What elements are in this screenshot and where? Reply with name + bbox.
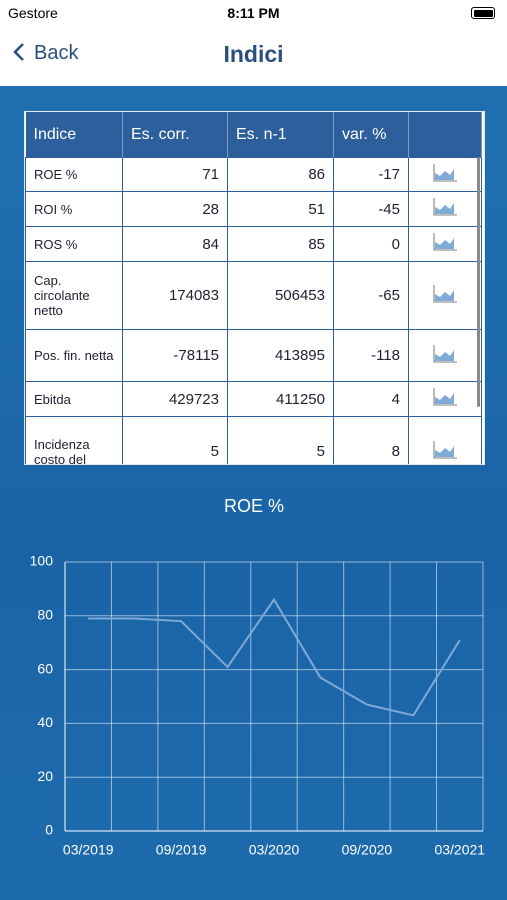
column-header — [408, 112, 482, 158]
column-header: Es. corr. — [122, 112, 228, 158]
y-tick-label: 80 — [37, 607, 53, 623]
cell: 0 — [333, 226, 409, 262]
chart-icon — [433, 163, 457, 181]
column-header: Indice — [25, 112, 123, 158]
cell: 84 — [122, 226, 228, 262]
y-tick-label: 60 — [37, 660, 53, 676]
nav-title: Indici — [223, 41, 284, 67]
table-container: Indice Es. corr. Es. n-1 var. % ROE % 71 86 -1… — [24, 111, 485, 465]
cell: 174083 — [122, 261, 228, 330]
chart-icon — [433, 233, 457, 251]
cell: 411250 — [227, 381, 334, 417]
back-chevron — [13, 43, 24, 61]
y-tick-label: 100 — [30, 553, 54, 569]
chart-button[interactable] — [408, 157, 482, 192]
chart-button[interactable] — [408, 329, 482, 382]
cell: 51 — [227, 191, 334, 227]
chart-icon — [433, 284, 457, 302]
header-row: Indice Es. corr. Es. n-1 var. % — [25, 112, 482, 158]
cell: 28 — [122, 191, 228, 227]
y-tick-label: 40 — [37, 714, 53, 730]
chart: ROE % 0 20 40 60 80 100 03/2019 09/2019 03/2020 0… — [30, 496, 486, 858]
back-button[interactable]: Back — [12, 42, 78, 65]
table-row: Ebitda 429723 411250 4 — [25, 381, 482, 417]
line — [88, 597, 461, 717]
cell: -65 — [333, 261, 409, 330]
status-bar: Gestore 8:11 PM — [0, 0, 507, 26]
x-tick-label: 03/2019 — [63, 842, 114, 858]
column-header: var. % — [333, 112, 409, 158]
chart-button[interactable] — [408, 226, 482, 262]
time: 8:11 PM — [227, 5, 280, 21]
column-header: Es. n-1 — [227, 112, 334, 158]
scrollbar — [477, 157, 480, 407]
y-tick-label: 20 — [37, 768, 53, 784]
y-tick-label: 0 — [45, 822, 53, 838]
chart-button[interactable] — [408, 261, 482, 330]
cell: 71 — [122, 157, 228, 192]
x-tick-label: 03/2021 — [434, 842, 485, 858]
cell: 5 — [122, 416, 228, 464]
x-tick-label: 09/2020 — [342, 842, 393, 858]
chart-icon — [433, 388, 457, 406]
cell: -17 — [333, 157, 409, 192]
chart-icon — [433, 344, 457, 362]
chart-button[interactable] — [408, 416, 482, 464]
row-label: ROS % — [25, 226, 123, 262]
row-label: Pos. fin. netta — [25, 329, 123, 382]
cell: -78115 — [122, 329, 228, 382]
x-tick-label: 03/2020 — [249, 842, 300, 858]
battery — [471, 7, 495, 19]
table: Indice Es. corr. Es. n-1 var. % ROE % 71 86 -1… — [25, 112, 482, 464]
cell: 85 — [227, 226, 334, 262]
row-label: ROI % — [25, 191, 123, 227]
table-row: ROI % 28 51 -45 — [25, 191, 482, 227]
chart-title: ROE % — [224, 496, 284, 516]
chart-button[interactable] — [408, 381, 482, 417]
chart-icon — [433, 198, 457, 216]
cell: 86 — [227, 157, 334, 192]
table-row: Pos. fin. netta -78115 413895 -118 — [25, 329, 482, 382]
nav-bar: Back Indici — [0, 26, 507, 86]
cell: 4 — [333, 381, 409, 417]
row-label: Cap. circolante netto — [25, 261, 123, 330]
back-label: Back — [34, 42, 79, 64]
cell: -118 — [333, 329, 409, 382]
table-row: Cap. circolante netto 174083 506453 -65 — [25, 261, 482, 330]
row-label: Incidenza costo del — [25, 416, 123, 464]
cell: 5 — [227, 416, 334, 464]
cell: 8 — [333, 416, 409, 464]
cell: 429723 — [122, 381, 228, 417]
cell: 413895 — [227, 329, 334, 382]
table-row: Incidenza costo del 5 5 8 — [25, 416, 482, 464]
row-label: ROE % — [25, 157, 123, 192]
x-tick-label: 09/2019 — [156, 842, 207, 858]
cell: 506453 — [227, 261, 334, 330]
table-row: ROE % 71 86 -17 — [25, 157, 482, 192]
carrier: Gestore — [8, 5, 58, 21]
table-row: ROS % 84 85 0 — [25, 226, 482, 262]
row-label: Ebitda — [25, 381, 123, 417]
chart-icon — [433, 440, 457, 458]
cell: -45 — [333, 191, 409, 227]
chart-button[interactable] — [408, 191, 482, 227]
